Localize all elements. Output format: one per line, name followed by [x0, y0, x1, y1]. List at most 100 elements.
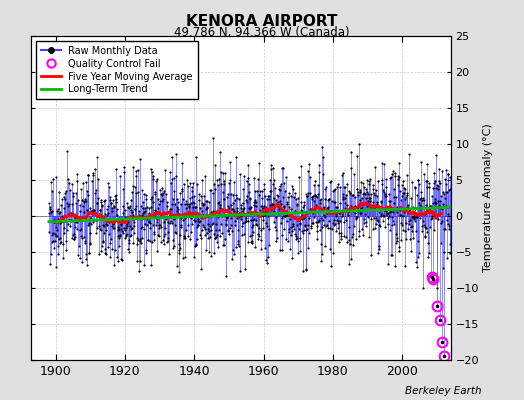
- Point: [342, 234, 351, 240]
- Point: [65, 180, 73, 187]
- Point: [386, 209, 395, 215]
- Point: [240, 173, 248, 180]
- Point: [203, 198, 212, 204]
- Point: [298, 228, 307, 234]
- Point: [225, 205, 233, 212]
- Point: [118, 203, 127, 210]
- Point: [77, 233, 85, 240]
- Point: [394, 176, 402, 182]
- Point: [269, 181, 277, 188]
- Point: [372, 221, 380, 227]
- Point: [444, 221, 452, 227]
- Point: [232, 208, 241, 215]
- Point: [75, 217, 83, 224]
- Point: [190, 200, 198, 206]
- Point: [146, 220, 155, 226]
- Point: [301, 222, 310, 228]
- Point: [328, 226, 336, 232]
- Point: [69, 192, 77, 199]
- Point: [425, 250, 433, 256]
- Point: [315, 197, 324, 203]
- Point: [59, 194, 68, 200]
- Point: [171, 222, 180, 228]
- Point: [67, 217, 75, 223]
- Point: [378, 160, 386, 166]
- Point: [359, 216, 368, 222]
- Point: [183, 233, 192, 240]
- Point: [154, 204, 162, 211]
- Point: [141, 204, 149, 211]
- Point: [324, 225, 332, 231]
- Point: [123, 231, 132, 237]
- Point: [61, 190, 69, 196]
- Point: [63, 148, 72, 154]
- Point: [97, 199, 105, 205]
- Point: [286, 216, 294, 222]
- Point: [442, 167, 451, 173]
- Point: [139, 205, 147, 212]
- Point: [137, 240, 145, 246]
- Point: [139, 210, 147, 216]
- Point: [416, 214, 424, 221]
- Point: [442, 181, 450, 188]
- Point: [206, 234, 214, 240]
- Point: [361, 189, 369, 196]
- Point: [421, 178, 430, 184]
- Point: [291, 215, 300, 221]
- Point: [344, 206, 352, 212]
- Point: [252, 217, 260, 223]
- Point: [261, 193, 270, 199]
- Point: [438, 218, 446, 224]
- Point: [209, 135, 217, 141]
- Point: [314, 182, 322, 188]
- Point: [351, 236, 359, 242]
- Point: [94, 195, 102, 201]
- Point: [155, 201, 163, 208]
- Point: [87, 214, 95, 221]
- Point: [359, 184, 368, 190]
- Point: [162, 239, 171, 246]
- Point: [172, 151, 180, 158]
- Point: [319, 170, 328, 177]
- Point: [89, 218, 97, 225]
- Point: [428, 213, 436, 219]
- Point: [307, 206, 315, 212]
- Point: [401, 186, 409, 192]
- Point: [326, 210, 334, 216]
- Point: [71, 224, 80, 230]
- Point: [84, 249, 93, 256]
- Point: [363, 189, 371, 195]
- Point: [92, 230, 101, 236]
- Point: [214, 213, 222, 220]
- Point: [81, 196, 90, 202]
- Point: [363, 203, 371, 209]
- Point: [87, 208, 95, 214]
- Point: [435, 202, 443, 208]
- Point: [332, 203, 341, 210]
- Point: [145, 210, 153, 217]
- Point: [99, 239, 107, 246]
- Point: [158, 190, 167, 196]
- Point: [240, 205, 248, 212]
- Point: [388, 252, 396, 258]
- Point: [298, 212, 306, 218]
- Point: [271, 210, 279, 217]
- Point: [338, 172, 346, 178]
- Point: [167, 180, 176, 186]
- Point: [166, 169, 174, 175]
- Point: [425, 184, 434, 190]
- Point: [73, 216, 82, 223]
- Point: [45, 200, 53, 206]
- Point: [205, 199, 213, 206]
- Point: [331, 186, 339, 192]
- Point: [254, 236, 262, 242]
- Point: [261, 208, 269, 214]
- Point: [189, 180, 198, 186]
- Point: [103, 244, 112, 250]
- Point: [346, 240, 355, 247]
- Point: [213, 177, 221, 183]
- Point: [379, 213, 388, 220]
- Point: [308, 194, 316, 200]
- Point: [160, 218, 168, 225]
- Point: [171, 229, 180, 236]
